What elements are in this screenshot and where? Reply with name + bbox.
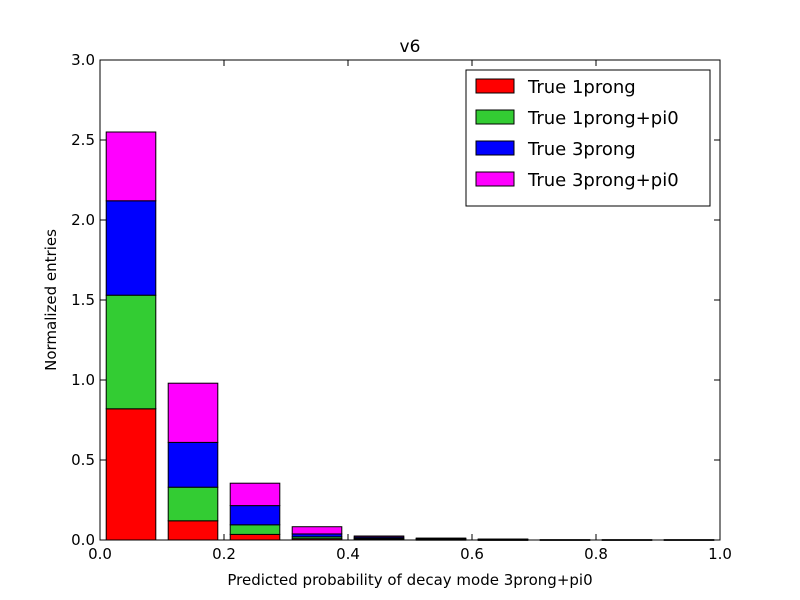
bar-3-bin-2 (167, 441, 219, 488)
x-tick-label: 0.4 (336, 545, 360, 563)
chart-title: v6 (400, 37, 421, 57)
legend-swatch-3 (475, 140, 515, 156)
y-tick-label: 2.5 (71, 131, 95, 149)
bar-3-bin-1 (105, 200, 157, 296)
bar-2-bin-2 (167, 486, 219, 522)
bar-3-bin-3 (229, 505, 281, 526)
x-axis-label: Predicted probability of decay mode 3pro… (227, 571, 592, 589)
x-tick-label: 0.6 (460, 545, 484, 563)
bar-1-bin-2 (167, 520, 219, 541)
bar-1-bin-1 (105, 408, 157, 541)
y-tick-label: 2.0 (71, 211, 95, 229)
bar-4-bin-1 (105, 131, 157, 202)
y-tick-label: 1.5 (71, 291, 95, 309)
legend-swatch-2 (475, 109, 515, 125)
legend-swatch-4 (475, 171, 515, 187)
bar-2-bin-3 (229, 524, 281, 535)
x-axis: 0.0 0.2 0.4 0.6 0.8 1.0 (88, 60, 732, 563)
bar-4-bin-5 (353, 535, 405, 538)
bar-4-bin-7 (477, 538, 529, 541)
y-axis: 0.0 0.5 1.0 1.5 2.0 2.5 3.0 (71, 51, 720, 549)
bar-4-bin-4 (291, 526, 343, 535)
y-tick-label: 3.0 (71, 51, 95, 69)
legend-label-1: True 1prong (527, 77, 636, 98)
bar-2-bin-1 (105, 294, 157, 410)
legend-swatch-1 (475, 78, 515, 94)
x-tick-label: 0.2 (212, 545, 236, 563)
y-tick-label: 1.0 (71, 371, 95, 389)
y-tick-label: 0.0 (71, 531, 95, 549)
bar-4-bin-2 (167, 382, 219, 443)
x-tick-label: 0.0 (88, 545, 112, 563)
bar-4-bin-6 (415, 537, 467, 540)
x-tick-label: 0.8 (584, 545, 608, 563)
bar-4-bin-3 (229, 482, 281, 507)
legend-label-3: True 3prong (527, 139, 636, 160)
legend-label-2: True 1prong+pi0 (527, 108, 679, 129)
y-tick-label: 0.5 (71, 451, 95, 469)
legend-label-4: True 3prong+pi0 (527, 170, 679, 191)
bar-1-bin-3 (229, 533, 281, 541)
x-tick-label: 1.0 (708, 545, 732, 563)
legend: True 1prong True 1prong+pi0 True 3prong Tru… (465, 69, 711, 207)
y-axis-label: Normalized entries (42, 229, 60, 371)
bars-group (105, 131, 715, 541)
